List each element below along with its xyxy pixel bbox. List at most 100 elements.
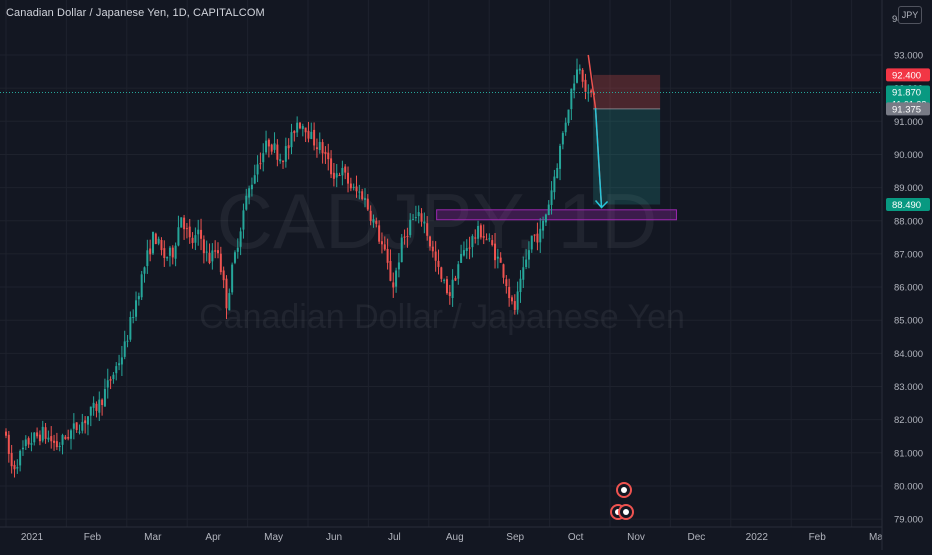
candle-body (519, 278, 522, 293)
x-axis-bg (0, 527, 932, 550)
candle-body (508, 287, 511, 299)
candle-body (7, 434, 10, 454)
candle-body (211, 250, 214, 262)
x-tick-label: Feb (84, 532, 102, 543)
candle-body (488, 238, 491, 240)
candle-body (397, 262, 400, 270)
candle-body (451, 279, 454, 298)
candle-body (318, 141, 321, 151)
candle-body (98, 399, 101, 413)
drawing-layer[interactable] (436, 74, 677, 221)
candle-body (344, 166, 347, 173)
candle-body (132, 317, 135, 319)
x-tick-label: Sep (506, 532, 524, 543)
candle-body (282, 161, 285, 163)
stop-loss-zone (593, 74, 661, 109)
candle-body (166, 257, 169, 259)
candle-body (222, 270, 225, 281)
candle-body (547, 204, 550, 216)
candle-body (485, 239, 488, 241)
candle-body (19, 450, 22, 466)
candle-body (392, 282, 395, 288)
candle-body (307, 130, 310, 139)
candle-body (36, 432, 39, 437)
candle-body (200, 229, 203, 239)
candle-body (279, 159, 282, 162)
candle-body (72, 423, 75, 429)
price-axis-bg (882, 0, 932, 550)
candle-body (349, 183, 352, 189)
candle-body (290, 132, 293, 148)
candle-body (366, 198, 369, 210)
candle-body (78, 431, 81, 433)
candle-body (70, 430, 73, 439)
price-axis[interactable]: 94 79.000 80.000 81.000 82.000 83.000 84.000 85… (881, 0, 932, 550)
candle-body (245, 195, 248, 210)
candle-body (183, 217, 186, 230)
candle-body (75, 422, 78, 431)
candle-body (400, 237, 403, 263)
x-tick-label: Jun (326, 532, 342, 543)
candle-body (81, 421, 84, 431)
y-tick-label: 79.000 (894, 515, 923, 526)
candle-body (27, 438, 30, 445)
candle-body (185, 228, 188, 230)
event-markers[interactable] (610, 482, 634, 520)
candle-body (352, 186, 355, 188)
candle-body (460, 253, 463, 263)
candle-body (143, 267, 146, 274)
candle-body (454, 277, 457, 281)
overlay-layer (0, 54, 882, 209)
currency-button[interactable]: JPY (898, 6, 922, 24)
candle-body (248, 188, 251, 198)
take-profit-price-label-bg (886, 198, 930, 212)
candle-body (154, 233, 157, 245)
y-tick-label: 84.000 (894, 349, 923, 360)
candle-body (95, 403, 98, 411)
candle-body (284, 146, 287, 162)
candle-body (431, 246, 434, 252)
candle-body (443, 279, 446, 281)
candle-body (409, 219, 412, 236)
candle-body (146, 250, 149, 267)
y-tick-label: 80.000 (894, 481, 923, 492)
entry-price-label: 91.375 (892, 104, 921, 115)
y-tick-label: 93.000 (894, 51, 923, 62)
watermark-symbol: CADJPY, 1D (217, 177, 658, 265)
candle-body (296, 122, 299, 133)
y-tick-label: 91.000 (894, 117, 923, 128)
candle-body (276, 144, 279, 160)
candle-body (389, 260, 392, 281)
candle-body (321, 142, 324, 154)
candle-body (256, 164, 259, 175)
stop-loss-price-label: 92.400 (892, 70, 921, 81)
candle-body (293, 130, 296, 134)
candle-body (33, 432, 36, 443)
x-tick-label: Dec (688, 532, 706, 543)
x-tick-label: Apr (205, 532, 221, 543)
candle-body (491, 240, 494, 245)
candle-body (5, 431, 7, 436)
candle-body (194, 235, 197, 243)
x-axis[interactable]: 2021 Feb Mar Apr May Jun Jul Aug Sep Oct Nov Dec 202… (0, 526, 932, 550)
candle-body (171, 247, 174, 258)
candle-body (462, 250, 465, 256)
y-tick-label: 88.000 (894, 216, 923, 227)
candle-body (129, 317, 132, 340)
candle-body (16, 467, 19, 469)
candle-body (525, 259, 528, 267)
candle-body (440, 267, 443, 279)
candle-body (423, 221, 426, 224)
candle-body (84, 420, 87, 424)
candle-body (510, 297, 513, 302)
candle-body (101, 399, 104, 406)
candle-body (578, 68, 581, 71)
candle-body (67, 436, 70, 439)
candle-body (533, 234, 536, 236)
candle-body (115, 366, 118, 374)
candle-body (168, 247, 171, 256)
candle-body (273, 143, 276, 150)
candle-body (395, 270, 398, 287)
